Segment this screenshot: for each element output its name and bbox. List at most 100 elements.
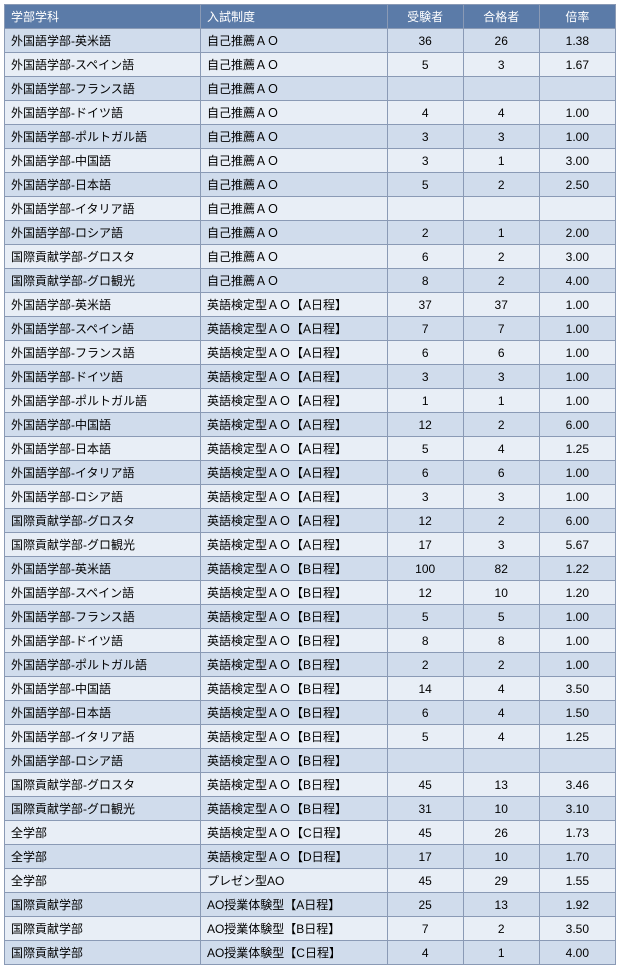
table-cell: 1.22 [539, 557, 615, 581]
table-cell: 2 [463, 653, 539, 677]
table-row: 外国語学部-イタリア語自己推薦ＡＯ [5, 197, 616, 221]
table-cell: 英語検定型ＡＯ【B日程】 [200, 797, 387, 821]
table-cell: 外国語学部-ドイツ語 [5, 365, 201, 389]
table-cell: 12 [387, 413, 463, 437]
table-cell: 英語検定型ＡＯ【A日程】 [200, 341, 387, 365]
table-row: 外国語学部-スペイン語英語検定型ＡＯ【B日程】12101.20 [5, 581, 616, 605]
table-cell: 国際貢献学部-グロスタ [5, 245, 201, 269]
table-cell: 2 [387, 653, 463, 677]
table-cell: 外国語学部-ドイツ語 [5, 101, 201, 125]
table-cell: 1.55 [539, 869, 615, 893]
table-cell: 6 [387, 701, 463, 725]
table-cell: 17 [387, 533, 463, 557]
table-cell: 1.00 [539, 293, 615, 317]
table-cell: 3.46 [539, 773, 615, 797]
table-row: 外国語学部-英米語英語検定型ＡＯ【A日程】37371.00 [5, 293, 616, 317]
table-cell: 4 [463, 101, 539, 125]
table-cell: AO授業体験型【A日程】 [200, 893, 387, 917]
table-cell: 国際貢献学部 [5, 893, 201, 917]
table-row: 外国語学部-イタリア語英語検定型ＡＯ【B日程】541.25 [5, 725, 616, 749]
table-row: 外国語学部-ドイツ語自己推薦ＡＯ441.00 [5, 101, 616, 125]
table-cell: 外国語学部-英米語 [5, 29, 201, 53]
table-cell: 3 [387, 365, 463, 389]
table-cell: 外国語学部-フランス語 [5, 77, 201, 101]
table-cell: 3 [463, 125, 539, 149]
table-cell: 外国語学部-ロシア語 [5, 221, 201, 245]
table-row: 国際貢献学部-グロスタ英語検定型ＡＯ【A日程】1226.00 [5, 509, 616, 533]
table-cell: 外国語学部-ポルトガル語 [5, 125, 201, 149]
table-cell: 4.00 [539, 269, 615, 293]
table-cell: 1.00 [539, 125, 615, 149]
table-cell: 英語検定型ＡＯ【B日程】 [200, 701, 387, 725]
table-cell: 1.20 [539, 581, 615, 605]
table-cell: 6 [387, 341, 463, 365]
col-header-dept: 学部学科 [5, 5, 201, 29]
table-cell: 3 [463, 533, 539, 557]
table-cell: 自己推薦ＡＯ [200, 221, 387, 245]
table-cell: 外国語学部-スペイン語 [5, 53, 201, 77]
table-cell: 2 [387, 221, 463, 245]
table-cell: 英語検定型ＡＯ【B日程】 [200, 773, 387, 797]
table-row: 国際貢献学部-グロ観光自己推薦ＡＯ824.00 [5, 269, 616, 293]
table-cell: 4 [463, 437, 539, 461]
table-cell: 1.00 [539, 461, 615, 485]
table-cell: 13 [463, 773, 539, 797]
table-cell [539, 77, 615, 101]
table-cell: 1 [463, 221, 539, 245]
table-cell: 国際貢献学部-グロスタ [5, 509, 201, 533]
table-cell: 外国語学部-ポルトガル語 [5, 389, 201, 413]
table-cell: 英語検定型ＡＯ【A日程】 [200, 533, 387, 557]
table-cell: 自己推薦ＡＯ [200, 245, 387, 269]
table-cell: 13 [463, 893, 539, 917]
table-cell: AO授業体験型【C日程】 [200, 941, 387, 965]
table-cell: 自己推薦ＡＯ [200, 173, 387, 197]
table-cell: 10 [463, 797, 539, 821]
table-cell: 10 [463, 581, 539, 605]
table-cell: 英語検定型ＡＯ【A日程】 [200, 293, 387, 317]
table-cell: 国際貢献学部 [5, 941, 201, 965]
table-cell: 英語検定型ＡＯ【B日程】 [200, 725, 387, 749]
table-row: 外国語学部-日本語英語検定型ＡＯ【B日程】641.50 [5, 701, 616, 725]
table-cell: 外国語学部-スペイン語 [5, 317, 201, 341]
table-cell: 1.25 [539, 725, 615, 749]
table-cell: 3.00 [539, 149, 615, 173]
table-cell: 1 [387, 389, 463, 413]
table-cell: 3 [387, 485, 463, 509]
table-row: 全学部プレゼン型AO45291.55 [5, 869, 616, 893]
table-cell: 英語検定型ＡＯ【B日程】 [200, 581, 387, 605]
table-cell: 2 [463, 917, 539, 941]
table-row: 外国語学部-フランス語英語検定型ＡＯ【A日程】661.00 [5, 341, 616, 365]
table-cell: 5 [387, 605, 463, 629]
table-cell: 6 [387, 461, 463, 485]
table-cell: 3.00 [539, 245, 615, 269]
table-cell: 25 [387, 893, 463, 917]
table-cell: 2 [463, 413, 539, 437]
table-cell: 1.00 [539, 341, 615, 365]
table-cell: 1.00 [539, 653, 615, 677]
table-cell: 12 [387, 509, 463, 533]
table-row: 外国語学部-ポルトガル語自己推薦ＡＯ331.00 [5, 125, 616, 149]
table-cell: 外国語学部-スペイン語 [5, 581, 201, 605]
table-cell: 英語検定型ＡＯ【B日程】 [200, 749, 387, 773]
col-header-applicants: 受験者 [387, 5, 463, 29]
table-row: 外国語学部-中国語英語検定型ＡＯ【B日程】1443.50 [5, 677, 616, 701]
table-cell: 45 [387, 821, 463, 845]
table-cell: 1.00 [539, 629, 615, 653]
table-cell: 全学部 [5, 869, 201, 893]
table-cell: 5 [387, 437, 463, 461]
table-row: 国際貢献学部-グロ観光英語検定型ＡＯ【B日程】31103.10 [5, 797, 616, 821]
table-cell: 37 [387, 293, 463, 317]
table-cell: 26 [463, 29, 539, 53]
table-cell: 1.38 [539, 29, 615, 53]
table-row: 国際貢献学部-グロスタ自己推薦ＡＯ623.00 [5, 245, 616, 269]
table-cell: 2 [463, 509, 539, 533]
table-cell: 1 [463, 389, 539, 413]
table-cell: 1.00 [539, 365, 615, 389]
table-row: 外国語学部-ポルトガル語英語検定型ＡＯ【A日程】111.00 [5, 389, 616, 413]
table-cell: 2.50 [539, 173, 615, 197]
table-row: 外国語学部-ドイツ語英語検定型ＡＯ【B日程】881.00 [5, 629, 616, 653]
table-row: 外国語学部-ロシア語英語検定型ＡＯ【A日程】331.00 [5, 485, 616, 509]
table-cell: 2.00 [539, 221, 615, 245]
table-cell: 1.00 [539, 317, 615, 341]
table-cell: 外国語学部-ドイツ語 [5, 629, 201, 653]
